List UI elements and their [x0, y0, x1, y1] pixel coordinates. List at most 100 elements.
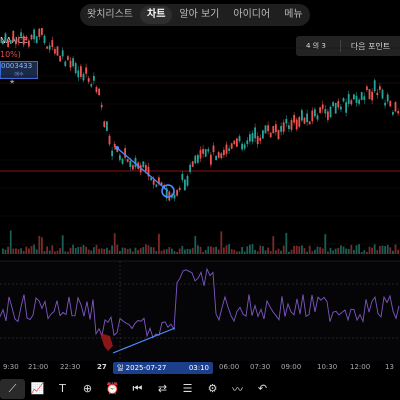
compare-icon[interactable]: ⇄	[157, 382, 168, 395]
volume-bar	[28, 248, 30, 254]
candle-body	[394, 102, 397, 112]
volume-bar	[316, 246, 319, 254]
settings-icon[interactable]: ⚙	[207, 382, 218, 395]
candle-body	[262, 130, 264, 139]
candle-body	[225, 144, 228, 154]
volume-bar	[46, 246, 48, 254]
nav-tab-0[interactable]: 왓치리스트	[87, 9, 133, 20]
volume-bar	[319, 247, 321, 254]
volume-bar	[337, 247, 340, 254]
volume-bar	[269, 251, 272, 254]
candle-body	[264, 125, 267, 134]
volume-bar	[223, 247, 225, 254]
volume-bar	[329, 247, 332, 254]
volume-bar	[7, 246, 9, 254]
volume-bar	[389, 247, 392, 254]
price-label-value: 0003433	[1, 62, 33, 70]
candle-body	[178, 187, 181, 191]
volume-bar	[38, 235, 41, 254]
layers-icon[interactable]: ☰	[182, 382, 193, 395]
candle-body	[100, 104, 103, 108]
candle-body	[298, 117, 301, 127]
volume-bar	[132, 251, 134, 254]
candle-body	[288, 125, 290, 129]
candle-body	[319, 107, 321, 113]
time-axis: 9:3021:0022:3027006:0007:3009:0010:3012:…	[0, 361, 400, 375]
volume-bar	[147, 245, 150, 254]
candle-body	[48, 45, 51, 50]
volume-bar	[324, 234, 327, 254]
volume-bar	[327, 251, 329, 254]
candle-body	[43, 35, 46, 44]
candle-body	[111, 150, 113, 157]
volume-bar	[20, 248, 22, 254]
price-label-box[interactable]: 0003433 매수	[0, 61, 38, 79]
candle-body	[295, 119, 298, 130]
volume-bar	[98, 248, 100, 254]
candle-body	[358, 99, 360, 104]
volume-bar	[61, 235, 64, 254]
candle-body	[308, 121, 311, 125]
volume-bar	[290, 249, 293, 254]
add-icon[interactable]: ⊕	[82, 382, 93, 395]
candle-body	[95, 87, 98, 93]
volume-bar	[254, 249, 256, 254]
indicator-chart-icon[interactable]: 📈	[30, 382, 45, 395]
volume-bar	[217, 249, 220, 254]
nav-tab-4[interactable]: 메뉴	[284, 9, 303, 20]
next-point-button[interactable]: 다음 포인트	[350, 41, 391, 51]
time-axis-label: 21:00	[28, 363, 49, 371]
volume-bar	[194, 236, 197, 254]
candle-body	[340, 106, 342, 110]
volume-bar	[345, 248, 347, 254]
candle-body	[191, 161, 194, 167]
candle-body	[25, 36, 28, 40]
candle-body	[376, 92, 379, 96]
volume-bar	[82, 244, 85, 254]
nav-tab-2[interactable]: 알아 보기	[179, 9, 220, 20]
volume-bar	[95, 244, 98, 254]
volume-bar	[264, 250, 267, 254]
volume-bar	[275, 250, 277, 254]
volume-bar	[236, 251, 238, 254]
candle-body	[347, 94, 350, 104]
volume-bar	[54, 251, 56, 254]
candle-body	[381, 89, 384, 99]
candle-body	[90, 84, 93, 87]
top-navigation: 왓치리스트 차트 알아 보기 아이디어 메뉴	[80, 4, 310, 26]
volume-bar	[17, 249, 20, 254]
candle-body	[282, 122, 285, 132]
candle-body	[168, 191, 171, 201]
candle-body	[2, 41, 4, 45]
candle-body	[93, 75, 95, 81]
volume-bar	[59, 248, 61, 254]
candle-body	[397, 111, 399, 114]
volume-bar	[51, 245, 54, 254]
volume-bar	[158, 233, 160, 254]
nav-tab-1[interactable]: 차트	[140, 6, 173, 24]
candle-body	[366, 86, 368, 90]
volume-bar	[35, 249, 38, 254]
volume-bar	[171, 248, 173, 254]
volume-bar	[168, 247, 171, 254]
price-chart[interactable]	[0, 28, 400, 361]
replay-icon[interactable]: ⏮	[132, 381, 143, 395]
volume-bar	[262, 246, 264, 254]
candle-body	[160, 182, 163, 186]
volume-bar	[9, 230, 12, 254]
candle-body	[173, 194, 176, 199]
trend-line-anchor	[115, 146, 119, 150]
volume-bar	[77, 246, 80, 254]
trend-line-icon[interactable]: ⟋	[0, 378, 25, 399]
nav-tab-3[interactable]: 아이디어	[233, 9, 271, 20]
volume-bar	[308, 245, 311, 254]
favorite-star-icon[interactable]: ★	[9, 78, 16, 86]
volume-bar	[126, 248, 129, 254]
alarm-icon[interactable]: ⏰	[105, 382, 120, 395]
volume-bar	[303, 248, 306, 254]
pattern-icon[interactable]: 〰	[232, 382, 243, 396]
undo-icon[interactable]: ↶	[257, 382, 268, 395]
text-tool-icon[interactable]: T	[59, 382, 66, 395]
volume-bar	[249, 244, 251, 254]
candle-body	[61, 50, 64, 57]
